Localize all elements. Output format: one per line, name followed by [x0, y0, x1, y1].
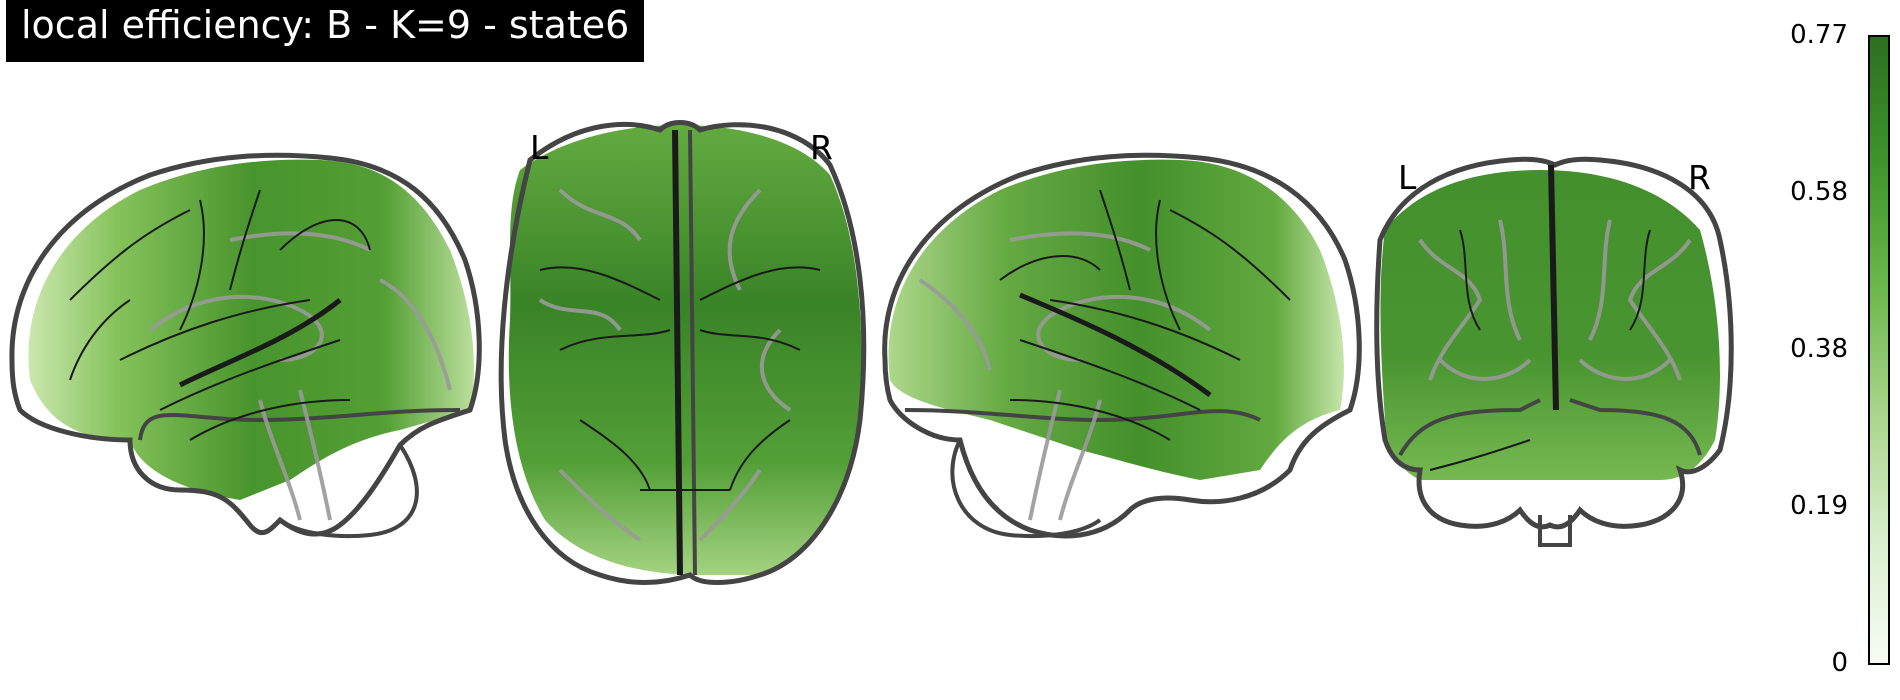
- cerebellum-outline: [950, 439, 1102, 539]
- lateral-fissure: [1019, 292, 1212, 398]
- midline: [672, 129, 683, 576]
- activation-map: [28, 159, 474, 500]
- colorbar-tick: 0.38: [1790, 334, 1848, 364]
- coronal-right-label: R: [1688, 158, 1711, 197]
- coronal-left-label: L: [1398, 158, 1417, 197]
- sagittal-left-view: [9, 152, 482, 539]
- sulci-lines: [1429, 229, 1651, 471]
- temporal-outline: [138, 408, 461, 441]
- temporal-line-left: [1398, 398, 1541, 456]
- cerebellum-outline: [278, 443, 419, 539]
- figure-title: local efficiency: B - K=9 - state6: [6, 0, 645, 62]
- sagittal-right-view: [882, 152, 1362, 539]
- colorbar-tick: 0.58: [1790, 177, 1848, 207]
- coronal-view: [1374, 156, 1734, 547]
- brain-outline: [498, 120, 867, 585]
- colorbar-gradient: [1868, 35, 1890, 665]
- colorbar-tick: 0: [1831, 648, 1848, 678]
- axial-left-label: L: [530, 128, 549, 167]
- brain-outline: [882, 152, 1362, 539]
- temporal-line-right: [1569, 398, 1702, 456]
- lateral-fissure: [178, 298, 342, 388]
- brain-outline: [1374, 156, 1734, 530]
- colorbar: [1868, 35, 1890, 665]
- midline: [1548, 164, 1559, 411]
- colorbar-tick: 0.19: [1790, 491, 1848, 521]
- activation-map: [508, 125, 862, 575]
- activation-map: [888, 159, 1344, 480]
- contour-lines: [1418, 219, 1692, 381]
- axial-right-label: R: [810, 128, 833, 167]
- axial-view: [498, 120, 867, 585]
- activation-map: [1380, 170, 1720, 480]
- brain-outline: [9, 152, 482, 537]
- sulci-lines: [69, 189, 371, 441]
- midline-2: [688, 129, 697, 576]
- sulci-lines: [999, 189, 1291, 441]
- temporal-outline: [904, 408, 1261, 423]
- colorbar-tick: 0.77: [1790, 20, 1848, 50]
- sulci-lines: [539, 266, 821, 491]
- brainstem-outline: [1538, 515, 1572, 547]
- contour-lines: [538, 188, 792, 542]
